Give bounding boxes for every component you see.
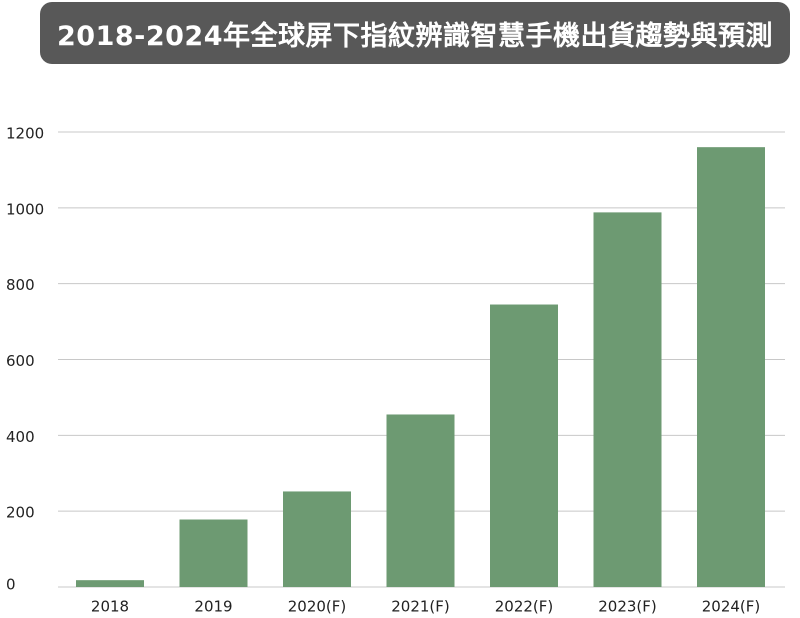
bar-2019 xyxy=(179,519,248,587)
y-tick-label: 1200 xyxy=(6,125,44,143)
y-tick-label: 200 xyxy=(6,504,35,522)
chart-title-banner: 2018-2024年全球屏下指紋辨識智慧手機出貨趨勢與預測 xyxy=(40,2,790,64)
x-tick-label: 2022(F) xyxy=(495,598,554,616)
y-tick-label: 600 xyxy=(6,352,35,370)
x-tick-label: 2018 xyxy=(91,598,129,616)
chart-title: 2018-2024年全球屏下指紋辨識智慧手機出貨趨勢與預測 xyxy=(57,20,773,52)
y-tick-label: 800 xyxy=(6,276,35,294)
bar-2021(F) xyxy=(386,414,455,587)
bar-2018 xyxy=(76,580,144,587)
x-tick-label: 2021(F) xyxy=(391,598,450,616)
bar-2024(F) xyxy=(697,147,765,587)
bar-2022(F) xyxy=(490,304,558,587)
x-tick-label: 2020(F) xyxy=(288,598,347,616)
bars xyxy=(76,147,765,587)
x-axis-tick-labels: 2018 2019 2020(F) 2021(F) 2022(F) 2023(F) 2024… xyxy=(91,598,760,616)
bar-2023(F) xyxy=(593,212,662,587)
y-tick-label: 0 xyxy=(6,576,16,594)
x-tick-label: 2023(F) xyxy=(598,598,657,616)
y-tick-label: 400 xyxy=(6,428,35,446)
y-tick-label: 1000 xyxy=(6,200,44,218)
x-tick-label: 2024(F) xyxy=(702,598,761,616)
x-tick-label: 2019 xyxy=(194,598,232,616)
y-axis-tick-labels: 0 200 400 600 800 1000 1200 xyxy=(6,125,44,594)
bar-2020(F) xyxy=(283,491,351,587)
